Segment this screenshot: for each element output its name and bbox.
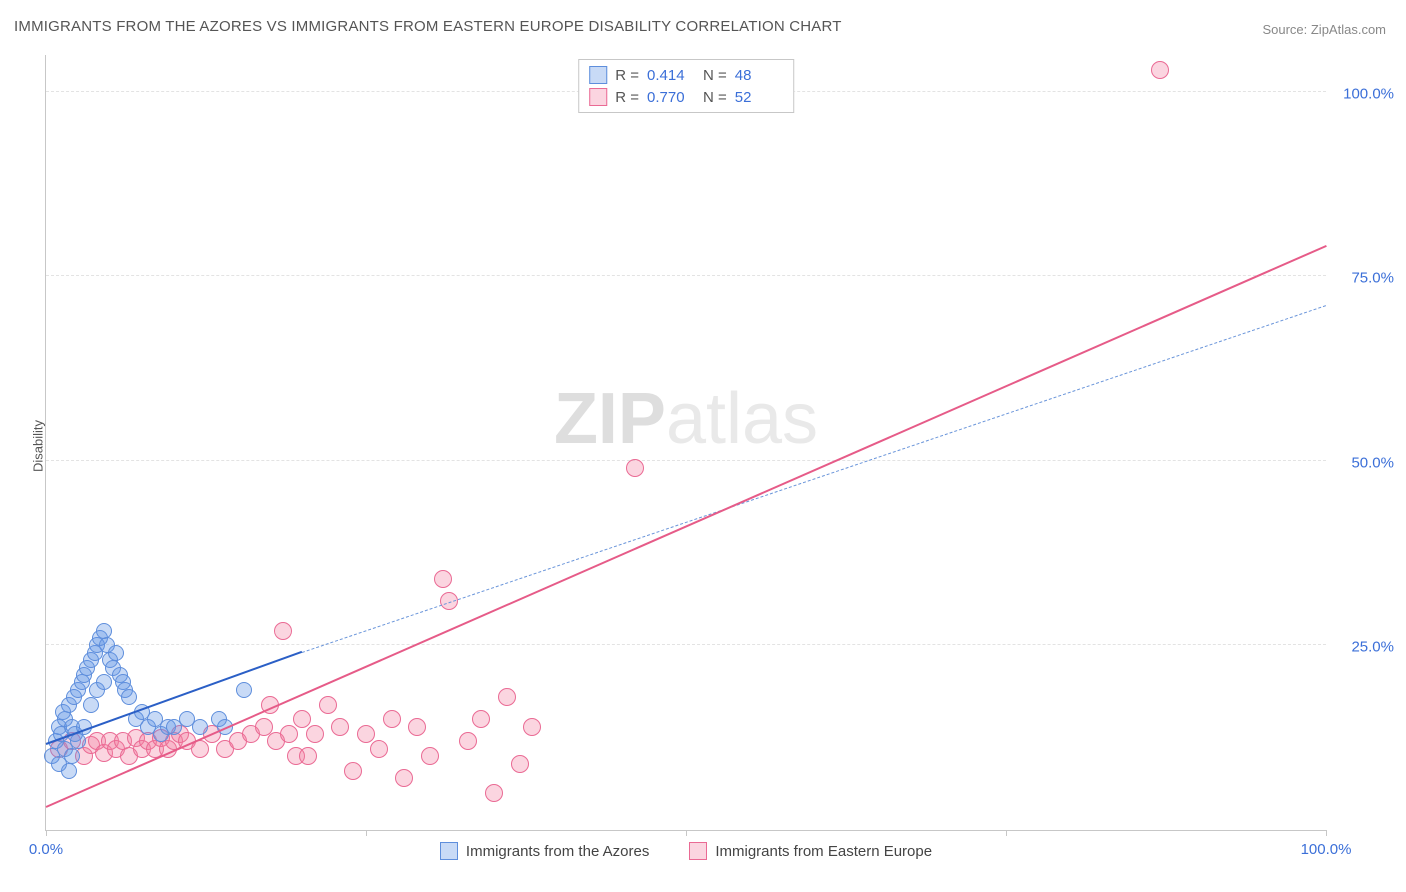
trend-line (46, 245, 1327, 808)
scatter-point (472, 710, 490, 728)
bottom-legend: Immigrants from the Azores Immigrants fro… (46, 842, 1326, 860)
scatter-point (485, 784, 503, 802)
watermark-rest: atlas (666, 379, 818, 459)
scatter-point (306, 725, 324, 743)
gridline (46, 460, 1326, 461)
scatter-point (96, 623, 112, 639)
y-tick-label: 25.0% (1351, 639, 1394, 656)
legend-label: Immigrants from the Azores (466, 843, 649, 860)
legend-label: Immigrants from Eastern Europe (715, 843, 932, 860)
scatter-point (70, 733, 86, 749)
scatter-point (498, 688, 516, 706)
scatter-point (434, 570, 452, 588)
scatter-point (280, 725, 298, 743)
x-tick (366, 830, 367, 836)
scatter-point (61, 763, 77, 779)
scatter-point (108, 645, 124, 661)
legend-item: Immigrants from Eastern Europe (689, 842, 932, 860)
scatter-point (357, 725, 375, 743)
y-tick-label: 75.0% (1351, 270, 1394, 287)
r-label: R = (615, 67, 639, 84)
n-value: 48 (735, 67, 783, 84)
scatter-point (96, 674, 112, 690)
r-value: 0.770 (647, 89, 695, 106)
n-label: N = (703, 67, 727, 84)
scatter-point (626, 459, 644, 477)
gridline (46, 275, 1326, 276)
scatter-plot: ZIPatlas 25.0%50.0%75.0%100.0%0.0%100.0%… (45, 55, 1326, 831)
stats-row: R = 0.414 N = 48 (589, 64, 783, 86)
scatter-point (383, 710, 401, 728)
scatter-point (121, 689, 137, 705)
scatter-point (255, 718, 273, 736)
scatter-point (299, 747, 317, 765)
chart-title: IMMIGRANTS FROM THE AZORES VS IMMIGRANTS… (14, 18, 842, 35)
stats-row: R = 0.770 N = 52 (589, 86, 783, 108)
r-label: R = (615, 89, 639, 106)
x-tick (1326, 830, 1327, 836)
scatter-point (83, 697, 99, 713)
x-tick (1006, 830, 1007, 836)
scatter-point (511, 755, 529, 773)
series-swatch (589, 66, 607, 84)
n-label: N = (703, 89, 727, 106)
r-value: 0.414 (647, 67, 695, 84)
x-tick (686, 830, 687, 836)
scatter-point (274, 622, 292, 640)
scatter-point (395, 769, 413, 787)
source-label: Source: ZipAtlas.com (1262, 22, 1386, 37)
scatter-point (293, 710, 311, 728)
y-tick-label: 50.0% (1351, 454, 1394, 471)
scatter-point (64, 748, 80, 764)
scatter-point (370, 740, 388, 758)
scatter-point (459, 732, 477, 750)
scatter-point (523, 718, 541, 736)
x-tick (46, 830, 47, 836)
scatter-point (421, 747, 439, 765)
watermark-strong: ZIP (554, 379, 666, 459)
scatter-point (344, 762, 362, 780)
trend-line (302, 305, 1326, 653)
gridline (46, 644, 1326, 645)
legend-item: Immigrants from the Azores (440, 842, 649, 860)
y-axis-label: Disability (31, 420, 46, 472)
scatter-point (331, 718, 349, 736)
scatter-point (236, 682, 252, 698)
series-swatch (689, 842, 707, 860)
watermark: ZIPatlas (554, 378, 818, 460)
correlation-stats-box: R = 0.414 N = 48 R = 0.770 N = 52 (578, 59, 794, 113)
y-tick-label: 100.0% (1343, 85, 1394, 102)
scatter-point (192, 719, 208, 735)
scatter-point (1151, 61, 1169, 79)
n-value: 52 (735, 89, 783, 106)
series-swatch (589, 88, 607, 106)
series-swatch (440, 842, 458, 860)
scatter-point (408, 718, 426, 736)
scatter-point (319, 696, 337, 714)
